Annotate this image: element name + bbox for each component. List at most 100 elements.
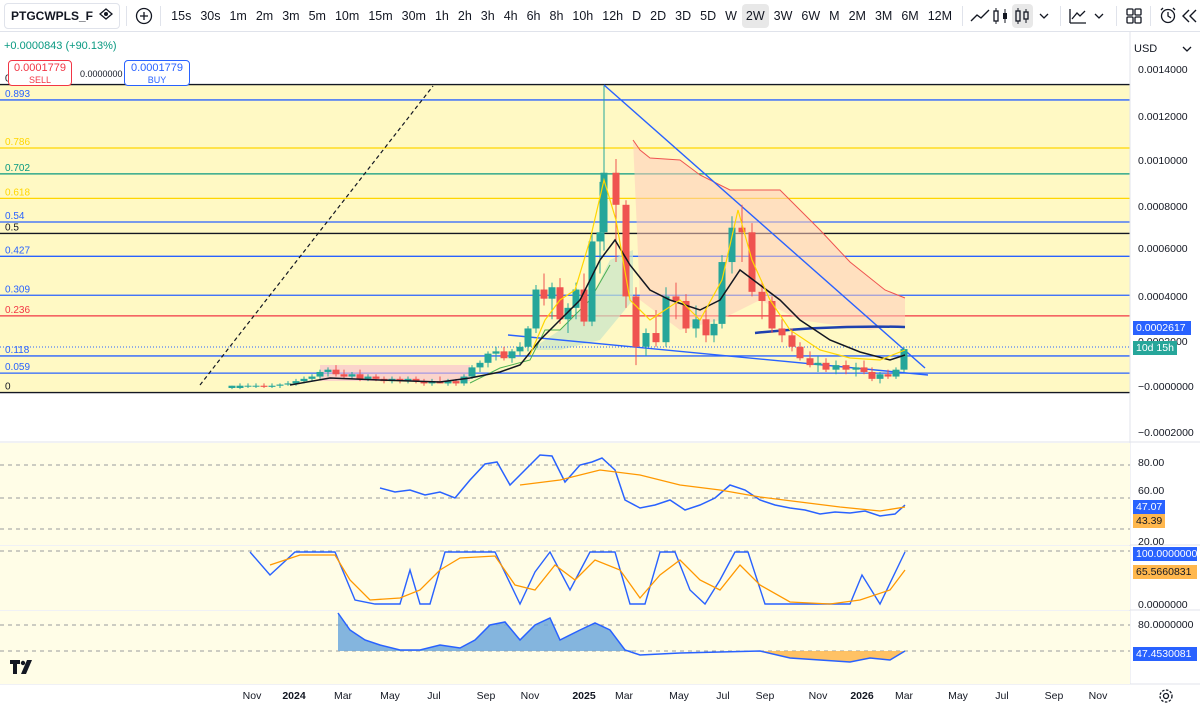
- interval-6w[interactable]: 6W: [801, 8, 821, 23]
- candle-body[interactable]: [420, 381, 428, 384]
- candle-body[interactable]: [316, 371, 324, 377]
- symbol-search-button[interactable]: PTGCWPLS_F: [4, 2, 121, 29]
- candle-body[interactable]: [832, 365, 840, 370]
- candle-body[interactable]: [852, 367, 860, 370]
- candle-body[interactable]: [710, 323, 718, 336]
- interval-30m[interactable]: 30m: [401, 8, 426, 23]
- candle-body[interactable]: [842, 365, 850, 370]
- candle-body[interactable]: [516, 346, 524, 352]
- candle-body[interactable]: [292, 381, 300, 384]
- candle-body[interactable]: [452, 381, 460, 384]
- chevron-down-icon[interactable]: [1089, 4, 1110, 28]
- candle-body[interactable]: [728, 227, 736, 263]
- candle-body[interactable]: [300, 378, 308, 382]
- interval-10m[interactable]: 10m: [334, 8, 360, 23]
- price-axis[interactable]: 0.0014000 0.0012000 0.0010000 0.0008000 0.00…: [1138, 64, 1194, 439]
- candle-body[interactable]: [260, 385, 268, 387]
- interval-2m[interactable]: 2m: [255, 8, 274, 23]
- candle-body[interactable]: [460, 376, 468, 384]
- candle-body[interactable]: [500, 351, 508, 359]
- line-chart-icon[interactable]: [969, 4, 990, 28]
- candle-body[interactable]: [758, 291, 766, 301]
- candle-body[interactable]: [814, 362, 822, 366]
- candle-body[interactable]: [788, 335, 796, 347]
- candle-body[interactable]: [672, 296, 680, 301]
- candle-body[interactable]: [284, 383, 292, 385]
- candle-body[interactable]: [868, 371, 876, 379]
- time-axis[interactable]: Nov 2024 Mar May Jul Sep Nov 2025 Mar May Jul Sep No…: [243, 690, 1108, 702]
- candle-body[interactable]: [484, 353, 492, 363]
- candle-body[interactable]: [702, 319, 710, 336]
- candle-body[interactable]: [492, 351, 500, 354]
- interval-2w[interactable]: 2W: [741, 3, 769, 28]
- sell-button[interactable]: 0.0001779 SELL: [8, 60, 72, 86]
- currency-selector[interactable]: USD: [1134, 40, 1200, 58]
- interval-3d[interactable]: 3D: [675, 8, 692, 23]
- candle-body[interactable]: [540, 289, 548, 299]
- candle-body[interactable]: [892, 369, 900, 377]
- candle-body[interactable]: [596, 232, 604, 242]
- candle-body[interactable]: [642, 333, 650, 347]
- candle-body[interactable]: [622, 204, 630, 297]
- stoch-rsi-pane[interactable]: 0.0000000: [0, 546, 1188, 611]
- interval-12m[interactable]: 12M: [927, 8, 953, 23]
- interval-3m[interactable]: 3m: [282, 8, 300, 23]
- candle-body[interactable]: [340, 374, 348, 377]
- alert-clock-icon[interactable]: [1157, 4, 1178, 28]
- candle-body[interactable]: [524, 328, 532, 347]
- interval-15m[interactable]: 15m: [368, 8, 393, 23]
- candle-body[interactable]: [556, 287, 564, 320]
- candle-body[interactable]: [884, 374, 892, 377]
- candle-body[interactable]: [778, 328, 786, 336]
- candle-body[interactable]: [796, 346, 804, 359]
- candle-body[interactable]: [682, 300, 690, 329]
- interval-6m[interactable]: 6M: [901, 8, 919, 23]
- candle-body[interactable]: [692, 319, 700, 329]
- layout-grid-icon[interactable]: [1123, 4, 1144, 28]
- candle-body[interactable]: [476, 362, 484, 368]
- candle-body[interactable]: [364, 376, 372, 379]
- candle-body[interactable]: [822, 362, 830, 370]
- rsi-pane[interactable]: 80.00 60.00 20.00: [0, 443, 1164, 548]
- candle-body[interactable]: [548, 287, 556, 299]
- candle-body[interactable]: [738, 227, 746, 233]
- interval-2m[interactable]: 2M: [848, 8, 866, 23]
- dashed-trend-line[interactable]: [199, 85, 434, 386]
- candle-body[interactable]: [356, 374, 364, 379]
- interval-5m[interactable]: 5m: [308, 8, 326, 23]
- chart-canvas[interactable]: 0.94650.8930.7860.7020.6180.540.50.4270.…: [0, 32, 1200, 708]
- interval-w[interactable]: W: [725, 8, 737, 23]
- interval-d[interactable]: D: [632, 8, 642, 23]
- candle-body[interactable]: [332, 369, 340, 375]
- candle-body[interactable]: [900, 349, 908, 370]
- candle-body[interactable]: [324, 369, 332, 372]
- candle-body[interactable]: [348, 374, 356, 377]
- candle-body[interactable]: [876, 374, 884, 379]
- candle-body[interactable]: [468, 367, 476, 377]
- candle-body[interactable]: [564, 307, 572, 320]
- candle-body[interactable]: [444, 381, 452, 384]
- interval-30s[interactable]: 30s: [200, 8, 221, 23]
- candle-body[interactable]: [632, 296, 640, 347]
- interval-2h[interactable]: 2h: [457, 8, 472, 23]
- buy-button[interactable]: 0.0001779 BUY: [124, 60, 190, 86]
- candle-body[interactable]: [268, 385, 276, 387]
- tradingview-logo[interactable]: [10, 660, 36, 679]
- replay-icon[interactable]: [1179, 4, 1200, 28]
- bar-chart-icon[interactable]: [990, 4, 1011, 28]
- candle-body[interactable]: [580, 289, 588, 322]
- settings-gear-icon[interactable]: [1158, 688, 1174, 709]
- interval-6h[interactable]: 6h: [526, 8, 541, 23]
- interval-3h[interactable]: 3h: [480, 8, 495, 23]
- interval-5d[interactable]: 5D: [700, 8, 717, 23]
- candle-body[interactable]: [718, 262, 726, 324]
- candle-body[interactable]: [372, 376, 380, 379]
- interval-1m[interactable]: 1m: [229, 8, 247, 23]
- candle-body[interactable]: [252, 385, 260, 387]
- candle-body[interactable]: [276, 384, 284, 386]
- interval-1h[interactable]: 1h: [434, 8, 449, 23]
- interval-4h[interactable]: 4h: [503, 8, 518, 23]
- plus-circle-icon[interactable]: [133, 4, 154, 28]
- interval-3m[interactable]: 3M: [874, 8, 893, 23]
- triangle-upper-line[interactable]: [603, 84, 926, 369]
